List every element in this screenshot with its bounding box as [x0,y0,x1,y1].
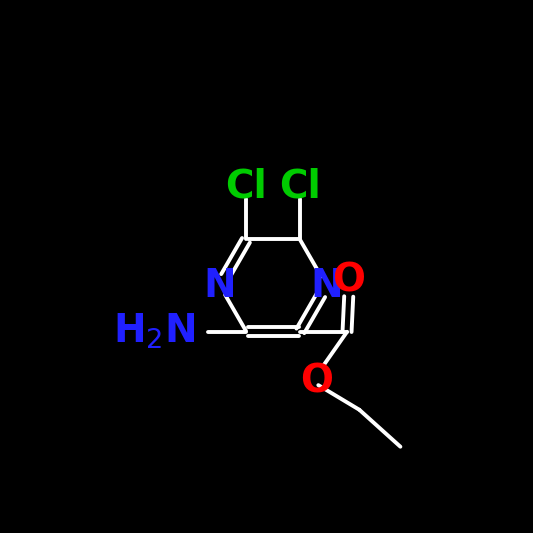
Text: Cl: Cl [225,167,268,205]
Text: N: N [204,266,236,304]
Text: Cl: Cl [279,167,321,205]
Text: O: O [333,262,366,300]
Text: N: N [310,266,343,304]
Text: H$_2$N: H$_2$N [113,312,195,351]
Text: O: O [300,362,333,400]
